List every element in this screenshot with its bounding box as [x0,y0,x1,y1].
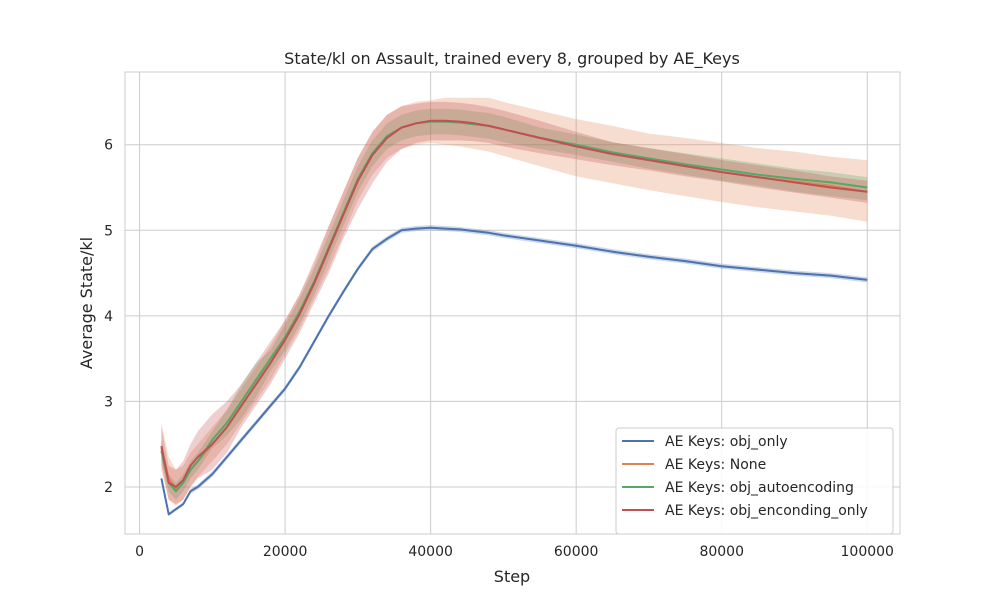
x-tick-label: 40000 [408,544,453,560]
legend: AE Keys: obj_only AE Keys: None AE Keys: o… [615,427,894,535]
x-axis-ticks: 0 20000 40000 60000 80000 100000 [135,544,894,560]
x-tick-label: 20000 [263,544,308,560]
y-axis-ticks: 2 3 4 5 6 [104,138,113,496]
y-tick-label: 3 [104,394,113,410]
y-tick-label: 5 [104,223,113,239]
series-line-2 [160,120,868,493]
series-lines [160,119,868,516]
legend-label: AE Keys: obj_enconding_only [665,503,868,519]
x-tick-label: 100000 [841,544,894,560]
x-tick-label: 60000 [554,544,599,560]
confidence-band-series-3 [161,101,868,505]
grid-lines [125,72,900,534]
y-tick-label: 6 [104,138,113,154]
legend-box [615,427,894,535]
x-tick-label: 80000 [699,544,744,560]
series-line-0 [160,226,868,516]
y-axis-label: Average State/kl [77,237,96,369]
y-tick-label: 4 [104,309,113,325]
y-tick-label: 2 [104,480,113,496]
x-tick-label: 0 [135,544,144,560]
legend-label: AE Keys: None [665,457,766,473]
series-line-3 [160,119,868,488]
legend-label: AE Keys: obj_only [665,434,788,450]
x-axis-label: Step [494,567,530,586]
legend-label: AE Keys: obj_autoencoding [665,480,854,496]
chart-title: State/kl on Assault, trained every 8, gr… [284,49,740,69]
confidence-band-series-1 [161,97,868,506]
